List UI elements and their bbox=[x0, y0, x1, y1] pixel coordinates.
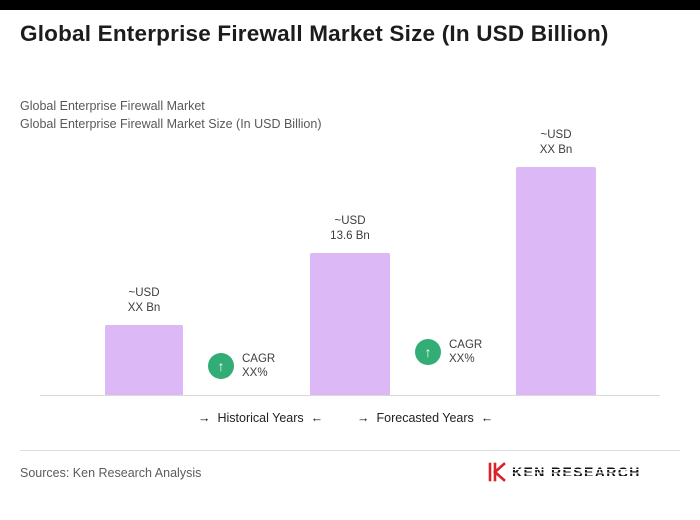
bar-label-line1: ~USD bbox=[334, 215, 366, 227]
left-arrow-icon: ← bbox=[480, 411, 494, 425]
bar-label-line2: 13.6 Bn bbox=[330, 229, 370, 242]
bar-label-line2: XX Bn bbox=[127, 301, 161, 314]
cagr-label-line1: CAGR bbox=[449, 339, 483, 351]
legend-label: Forecasted Years bbox=[376, 411, 474, 425]
x-axis-legend-forecast: → Forecasted Years ← bbox=[357, 410, 493, 426]
bar-label-line1: ~USD bbox=[128, 287, 160, 299]
right-arrow-icon: → bbox=[357, 411, 370, 425]
up-arrow-icon: ↑ bbox=[217, 358, 225, 374]
bar-value-label-forecast: ~USD XX Bn bbox=[496, 128, 616, 157]
bar-label-line1: ~USD bbox=[540, 129, 572, 141]
chart-subtitle-line2: Global Enterprise Firewall Market Size (… bbox=[20, 117, 322, 131]
cagr-label-line2: XX% bbox=[449, 353, 475, 365]
market-size-bar-current bbox=[310, 253, 390, 395]
cagr-growth-circle: ↑ bbox=[208, 353, 234, 379]
ken-research-logo: KEN RESEARCH bbox=[487, 462, 641, 482]
footer-divider bbox=[20, 450, 680, 451]
logo-text: KEN RESEARCH bbox=[512, 463, 641, 481]
cagr-annotation-forecast: ↑ CAGR XX% bbox=[415, 338, 482, 366]
market-size-bar-historical bbox=[105, 325, 183, 395]
market-size-bar-chart: ~USD XX Bn ~USD 13.6 Bn ~USD XX Bn ↑ CAG… bbox=[40, 115, 660, 396]
cagr-growth-circle: ↑ bbox=[415, 339, 441, 365]
chart-subtitle-line1: Global Enterprise Firewall Market bbox=[20, 99, 205, 113]
cagr-label-line2: XX% bbox=[242, 367, 268, 379]
top-accent-bar bbox=[0, 0, 700, 10]
right-arrow-icon: → bbox=[198, 411, 211, 425]
cagr-label-line1: CAGR bbox=[242, 353, 276, 365]
page-title: Global Enterprise Firewall Market Size (… bbox=[20, 21, 609, 46]
left-arrow-icon: ← bbox=[310, 411, 324, 425]
cagr-annotation-historical: ↑ CAGR XX% bbox=[208, 352, 275, 380]
bar-label-line2: XX Bn bbox=[539, 143, 573, 156]
bar-value-label-current: ~USD 13.6 Bn bbox=[290, 214, 410, 243]
market-size-bar-forecast bbox=[516, 167, 596, 395]
sources-text: Sources: Ken Research Analysis bbox=[20, 466, 202, 480]
up-arrow-icon: ↑ bbox=[424, 344, 432, 360]
cagr-label: CAGR XX% bbox=[242, 352, 275, 380]
ken-research-k-icon bbox=[488, 462, 506, 482]
legend-label: Historical Years bbox=[217, 411, 304, 425]
cagr-label: CAGR XX% bbox=[449, 338, 482, 366]
bar-value-label-historical: ~USD XX Bn bbox=[84, 286, 204, 315]
x-axis-legend-historical: → Historical Years ← bbox=[198, 410, 323, 426]
